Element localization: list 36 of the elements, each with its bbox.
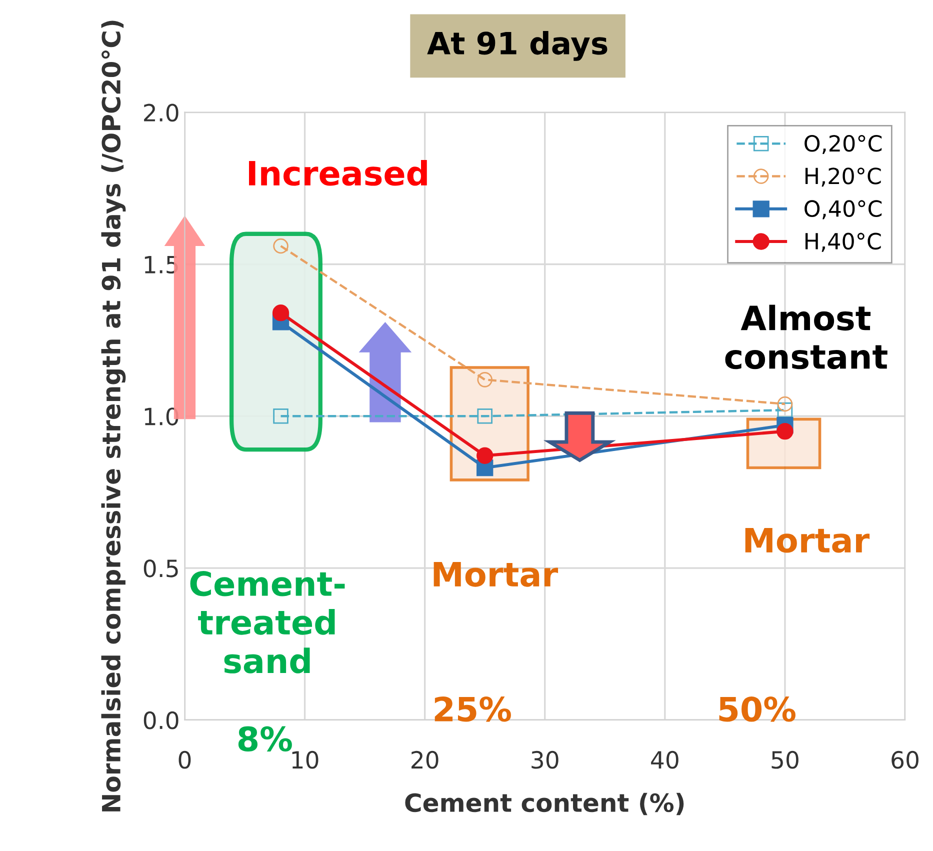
legend-label: O,40°C [804, 200, 882, 220]
point [477, 372, 492, 388]
annotation: 50% [719, 696, 796, 722]
y-tick-label: 0.0 [144, 711, 178, 730]
point [777, 396, 793, 412]
legend-label: H,40°C [806, 232, 881, 252]
chart-title: At 91 days [427, 31, 608, 61]
x-tick-label: 20 [412, 750, 438, 769]
point [777, 402, 793, 418]
annotation: Mortar [434, 562, 558, 587]
legend-label: O,20°C [804, 134, 882, 154]
point [776, 422, 794, 440]
x-tick-label: 50 [772, 750, 798, 769]
y-tick-label: 0.5 [144, 559, 178, 578]
point [272, 304, 290, 322]
point [477, 408, 492, 424]
annotation: 25% [434, 696, 511, 722]
y-tick-label: 2.0 [144, 104, 178, 122]
text: 8% [238, 726, 292, 752]
annotation: Cement- treated sand [190, 571, 345, 674]
annotation: Mortar [745, 528, 870, 553]
annotation: Almost constant [725, 304, 888, 370]
x-axis-title: Cement content (%) [405, 792, 684, 816]
annotation: Increased [248, 160, 427, 186]
y-tick-label: 1.5 [144, 256, 178, 274]
x-tick-label: 30 [532, 750, 558, 769]
point [476, 447, 494, 464]
x-tick-label: 0 [178, 750, 191, 769]
x-tick-label: 40 [651, 750, 678, 769]
y-axis-title: Normalsied compressive strength at 91 days (/OPC20°C) [101, 20, 126, 812]
x-tick-label: 60 [892, 750, 918, 769]
x-tick-label: 10 [292, 750, 318, 769]
point [273, 238, 288, 254]
point [273, 408, 288, 424]
y-tick-label: 1.0 [144, 408, 178, 426]
legend-label: H,20°C [806, 168, 881, 187]
